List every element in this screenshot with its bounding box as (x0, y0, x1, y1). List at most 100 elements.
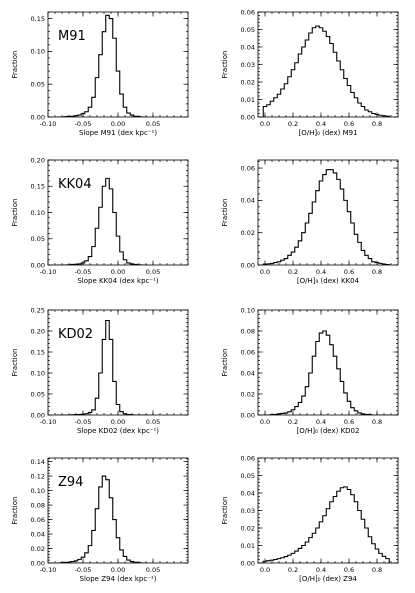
y-tick-label: 0.03 (241, 507, 255, 515)
x-axis-label: Slope Z94 (dex kpc⁻¹) (80, 575, 157, 583)
y-tick-label: 0.12 (31, 472, 45, 480)
x-axis-label: [O/H]₀ (dex) Z94 (299, 575, 357, 583)
plot-frame (47, 457, 189, 564)
panel-calibration-label: M91 (58, 29, 86, 44)
x-axis-label: [O/H]₀ (dex) KD02 (297, 427, 360, 435)
x-tick-label: 0.2 (288, 120, 298, 128)
plot-frame (257, 159, 399, 266)
x-tick-label: 0.0 (260, 418, 270, 426)
y-tick-label: 0.05 (241, 26, 255, 34)
y-tick-label: 0.05 (31, 390, 45, 398)
x-tick-label: 0.8 (372, 268, 382, 276)
y-tick-label: 0.02 (241, 390, 255, 398)
x-tick-label: 0.4 (316, 120, 326, 128)
y-tick-label: 0.00 (31, 113, 45, 121)
x-axis-label: Slope KD02 (dex kpc⁻¹) (77, 427, 159, 435)
y-tick-label: 0.05 (31, 80, 45, 88)
plot-frame (257, 457, 399, 564)
y-tick-label: 0.00 (241, 559, 255, 567)
x-tick-label: 0.6 (344, 418, 354, 426)
x-tick-label: 0.05 (146, 120, 160, 128)
x-tick-label: -0.10 (40, 120, 57, 128)
y-tick-label: 0.15 (31, 348, 45, 356)
x-axis-label: Slope M91 (dex kpc⁻¹) (79, 129, 157, 137)
x-axis-label: [O/H]₀ (dex) KK04 (297, 277, 360, 285)
histogram-panel-8: 0.0 0.2 0.4 0.6 0.8 0.00 0.01 0.02 0.03 0.04 0.05 0… (221, 454, 399, 583)
y-axis-label: Fraction (221, 497, 229, 525)
x-tick-label: 0.05 (146, 418, 160, 426)
x-tick-label: 0.00 (111, 566, 125, 574)
x-tick-label: 0.6 (344, 566, 354, 574)
x-tick-label: -0.10 (40, 268, 57, 276)
histogram-panel-7: -0.10 -0.05 0.00 0.05 0.00 0.02 0.04 0.06 0.08 0.… (11, 457, 189, 583)
y-tick-label: 0.20 (31, 156, 45, 164)
histogram-series (56, 319, 148, 415)
y-tick-label: 0.03 (241, 61, 255, 69)
panel-calibration-label: Z94 (58, 475, 83, 490)
y-tick-label: 0.00 (31, 411, 45, 419)
x-tick-label: 0.05 (146, 566, 160, 574)
y-axis-label: Fraction (221, 51, 229, 79)
x-tick-label: 0.2 (288, 566, 298, 574)
y-tick-label: 0.02 (241, 78, 255, 86)
x-tick-label: -0.05 (75, 268, 92, 276)
plot-frame (47, 11, 189, 118)
y-tick-label: 0.15 (31, 15, 45, 23)
y-tick-label: 0.10 (241, 306, 255, 314)
y-axis-label: Fraction (221, 349, 229, 377)
histogram-series (262, 486, 390, 563)
y-tick-label: 0.04 (31, 530, 45, 538)
histogram-panel-2: 0.0 0.2 0.4 0.6 0.8 0.00 0.01 0.02 0.03 0.04 0.05 0… (221, 8, 399, 137)
panel-calibration-label: KK04 (58, 177, 92, 192)
x-tick-label: 0.00 (111, 268, 125, 276)
x-tick-label: -0.05 (75, 418, 92, 426)
x-tick-label: 0.00 (111, 120, 125, 128)
plot-frame (47, 159, 189, 266)
histogram-series (262, 169, 390, 265)
x-tick-label: -0.05 (75, 120, 92, 128)
plot-frame (257, 11, 399, 118)
y-tick-label: 0.00 (241, 261, 255, 269)
x-tick-label: 0.0 (260, 120, 270, 128)
y-tick-label: 0.02 (241, 229, 255, 237)
x-tick-label: -0.05 (75, 566, 92, 574)
y-tick-label: 0.00 (31, 559, 45, 567)
y-axis-label: Fraction (11, 51, 19, 79)
x-tick-label: 0.8 (372, 566, 382, 574)
y-tick-label: 0.04 (241, 489, 255, 497)
x-tick-label: 0.4 (316, 566, 326, 574)
histogram-series (56, 475, 148, 563)
plot-frame (47, 309, 189, 416)
y-tick-label: 0.01 (241, 542, 255, 550)
y-tick-label: 0.10 (31, 369, 45, 377)
histogram-panel-6: 0.0 0.2 0.4 0.6 0.8 0.00 0.02 0.04 0.06 0.08 0.10 [… (221, 306, 399, 435)
y-tick-label: 0.05 (31, 235, 45, 243)
x-tick-label: 0.05 (146, 268, 160, 276)
histogram-panel-5: -0.10 -0.05 0.00 0.05 0.00 0.05 0.10 0.15 0.20 0.… (11, 306, 189, 435)
x-tick-label: 0.0 (260, 566, 270, 574)
y-tick-label: 0.04 (241, 369, 255, 377)
y-tick-label: 0.00 (241, 411, 255, 419)
y-tick-label: 0.08 (241, 327, 255, 335)
histogram-series (56, 14, 148, 117)
x-axis-label: [O/H]₀ (dex) M91 (298, 129, 357, 137)
histogram-panel-4: 0.0 0.2 0.4 0.6 0.8 0.00 0.02 0.04 0.06 [O/H]₀ (d… (221, 159, 399, 285)
y-tick-label: 0.10 (31, 487, 45, 495)
x-axis-label: Slope KK04 (dex kpc⁻¹) (77, 277, 159, 285)
y-tick-label: 0.02 (31, 545, 45, 553)
y-tick-label: 0.10 (31, 48, 45, 56)
x-tick-label: 0.8 (372, 120, 382, 128)
y-tick-label: 0.06 (241, 164, 255, 172)
y-tick-label: 0.25 (31, 306, 45, 314)
x-tick-label: 0.0 (260, 268, 270, 276)
y-tick-label: 0.10 (31, 209, 45, 217)
y-tick-label: 0.06 (241, 454, 255, 462)
y-tick-label: 0.01 (241, 96, 255, 104)
x-tick-label: 0.6 (344, 268, 354, 276)
histogram-series (56, 177, 148, 265)
y-tick-label: 0.06 (241, 8, 255, 16)
y-tick-label: 0.06 (241, 348, 255, 356)
y-tick-label: 0.04 (241, 197, 255, 205)
y-axis-label: Fraction (11, 199, 19, 227)
